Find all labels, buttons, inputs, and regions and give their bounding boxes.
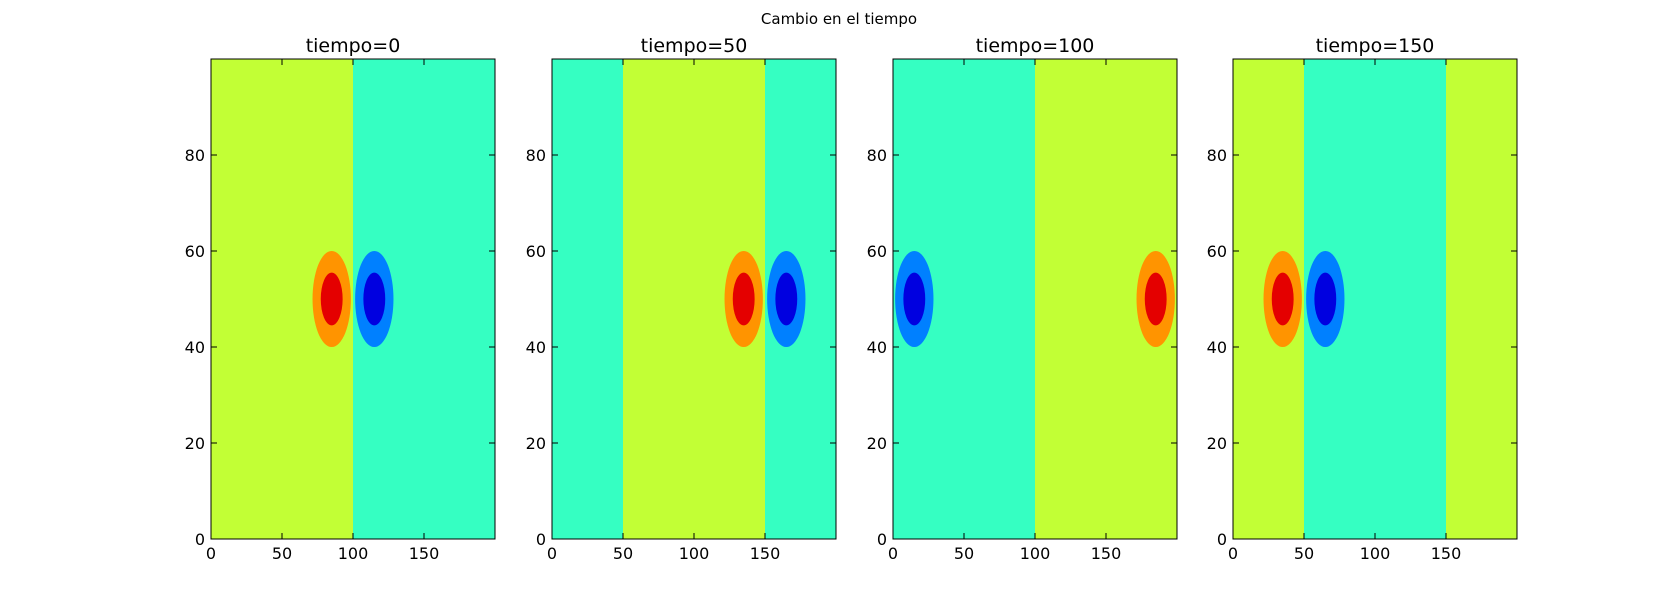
y-tick-label: 80 [526, 146, 546, 165]
x-tick-label: 50 [272, 544, 292, 563]
positive-contour-inner [1271, 272, 1294, 326]
plot-area [211, 59, 495, 539]
y-tick-label: 0 [536, 530, 546, 549]
y-tick-label: 80 [185, 146, 205, 165]
y-tick-label: 40 [526, 338, 546, 357]
x-tick-label: 0 [888, 544, 898, 563]
negative-contour-inner [1314, 272, 1337, 326]
contour-band-3 [1446, 59, 1517, 539]
panel-title: tiempo=50 [641, 35, 748, 57]
panel-4: 0 50 100 150 0 20 40 60 80 tiempo=150 [1207, 35, 1518, 563]
plot-area [1233, 59, 1517, 539]
panel-title: tiempo=0 [306, 35, 401, 57]
y-tick-label: 0 [1217, 530, 1227, 549]
x-tick-label: 150 [409, 544, 440, 563]
y-tick-label: 60 [1207, 242, 1227, 261]
y-tick-label: 80 [1207, 146, 1227, 165]
figure-title: Cambio en el tiempo [760, 10, 918, 28]
y-tick-label: 40 [867, 338, 887, 357]
x-tick-label: 50 [613, 544, 633, 563]
contour-band-1 [552, 59, 623, 539]
y-tick-label: 60 [185, 242, 205, 261]
y-tick-label: 20 [867, 434, 887, 453]
panel-title: tiempo=100 [976, 35, 1095, 57]
y-tick-label: 80 [867, 146, 887, 165]
panel-3: 0 50 100 150 0 20 40 60 80 tiempo=100 [867, 35, 1178, 563]
y-tick-label: 60 [867, 242, 887, 261]
x-tick-label: 150 [750, 544, 781, 563]
plot-area [552, 59, 836, 539]
positive-contour-inner [732, 272, 755, 326]
y-tick-label: 40 [1207, 338, 1227, 357]
y-tick-label: 60 [526, 242, 546, 261]
plot-area [893, 59, 1177, 539]
x-tick-label: 150 [1091, 544, 1122, 563]
x-tick-label: 50 [954, 544, 974, 563]
x-tick-label: 50 [1294, 544, 1314, 563]
y-tick-label: 20 [1207, 434, 1227, 453]
negative-contour-inner [903, 272, 926, 326]
x-tick-label: 100 [1360, 544, 1391, 563]
positive-contour-inner [320, 272, 343, 326]
x-tick-label: 150 [1431, 544, 1462, 563]
y-tick-label: 0 [195, 530, 205, 549]
y-tick-label: 20 [185, 434, 205, 453]
negative-contour-inner [775, 272, 798, 326]
panel-1: 0 50 100 150 0 20 40 60 80 tiempo=0 [185, 35, 496, 563]
x-tick-label: 0 [206, 544, 216, 563]
x-tick-label: 0 [547, 544, 557, 563]
positive-contour-inner [1144, 272, 1167, 326]
panel-2: 0 50 100 150 0 20 40 60 80 tiempo=50 [526, 35, 837, 563]
negative-contour-inner [363, 272, 386, 326]
x-tick-label: 100 [1020, 544, 1051, 563]
x-tick-label: 0 [1228, 544, 1238, 563]
y-tick-label: 20 [526, 434, 546, 453]
panel-title: tiempo=150 [1316, 35, 1435, 57]
y-tick-label: 40 [185, 338, 205, 357]
x-tick-label: 100 [679, 544, 710, 563]
x-tick-label: 100 [338, 544, 369, 563]
y-tick-label: 0 [877, 530, 887, 549]
